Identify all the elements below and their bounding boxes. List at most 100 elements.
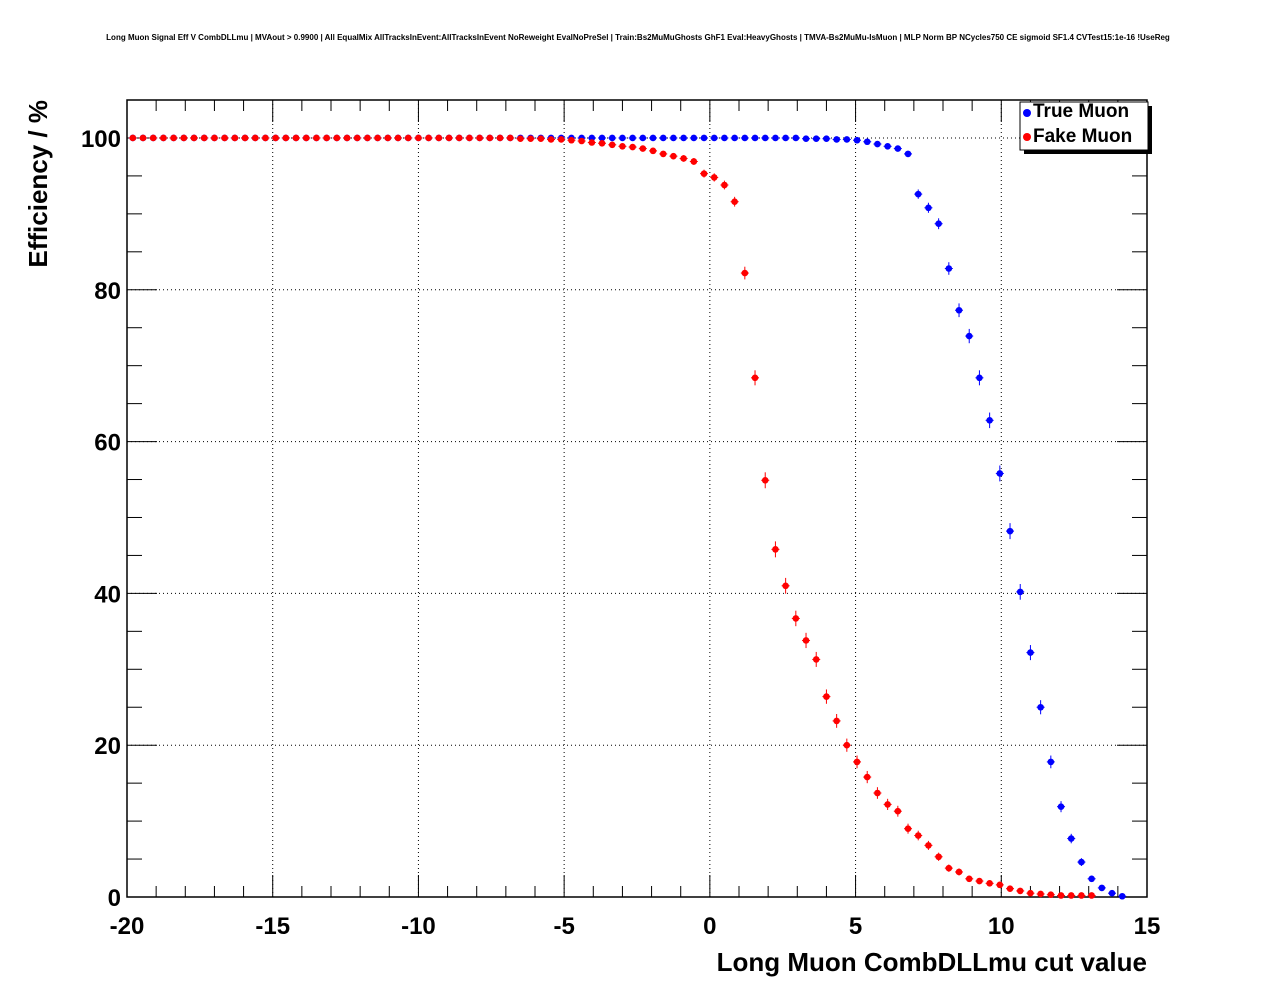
data-point — [629, 134, 636, 142]
data-point — [690, 158, 698, 165]
data-point — [353, 134, 361, 142]
data-point — [1078, 858, 1085, 866]
data-point — [680, 134, 687, 142]
data-point — [241, 134, 249, 142]
data-point — [1078, 892, 1085, 899]
data-point — [1067, 835, 1075, 842]
data-point — [812, 656, 820, 663]
x-tick-label: 5 — [849, 913, 862, 940]
series-fake-muon — [128, 134, 1096, 899]
data-point — [313, 134, 320, 142]
data-point — [731, 134, 738, 142]
data-point — [149, 134, 157, 142]
data-point — [619, 134, 626, 142]
y-tick-label: 100 — [81, 126, 121, 153]
data-point — [568, 136, 575, 144]
data-point — [802, 135, 810, 143]
data-point — [965, 332, 973, 340]
data-point — [670, 152, 677, 160]
data-point — [1037, 890, 1044, 898]
x-tick-label: -15 — [255, 913, 290, 940]
data-point — [282, 134, 290, 142]
data-point — [578, 137, 585, 145]
data-point — [506, 134, 514, 142]
data-point — [1016, 588, 1024, 596]
data-point — [1108, 889, 1116, 897]
data-point — [659, 134, 667, 142]
data-point — [965, 875, 973, 883]
data-point — [496, 134, 504, 142]
data-point — [986, 880, 993, 887]
data-point — [741, 134, 749, 142]
chart-title: Long Muon Signal Eff V CombDLLmu | MVAou… — [106, 33, 1170, 42]
data-point — [343, 134, 351, 142]
y-tick-label: 60 — [94, 430, 121, 457]
data-point — [1047, 891, 1055, 899]
data-point — [1057, 892, 1065, 899]
data-point — [649, 134, 657, 142]
data-point — [629, 143, 636, 151]
data-point — [812, 135, 820, 143]
data-point — [333, 134, 341, 142]
data-point — [690, 134, 698, 142]
data-point — [180, 134, 188, 142]
data-point — [751, 134, 759, 142]
legend-marker-true-muon — [1023, 109, 1031, 117]
data-point — [1037, 703, 1044, 711]
data-point — [721, 134, 728, 142]
data-point — [710, 134, 718, 142]
data-point — [190, 134, 198, 142]
data-point — [894, 807, 902, 815]
data-point — [323, 134, 330, 142]
x-tick-label: 10 — [988, 913, 1015, 940]
data-point — [894, 145, 902, 152]
axis-ticks — [126, 99, 1148, 898]
data-series — [128, 134, 1127, 900]
y-tick-label: 0 — [108, 885, 121, 912]
data-point — [945, 265, 953, 272]
data-point — [823, 135, 830, 143]
data-point — [557, 136, 565, 143]
legend-box — [1019, 101, 1149, 151]
data-point — [761, 476, 769, 484]
y-axis-title: Efficiency / % — [23, 100, 53, 268]
data-point — [639, 145, 647, 152]
data-point — [700, 134, 708, 142]
data-point — [945, 864, 953, 872]
data-point — [1098, 884, 1106, 892]
data-point — [292, 134, 300, 142]
data-point — [1006, 527, 1014, 535]
x-tick-label: 0 — [703, 913, 716, 940]
data-point — [884, 801, 891, 808]
x-tick-label: -10 — [401, 913, 436, 940]
data-point — [853, 136, 861, 144]
data-point — [710, 174, 718, 181]
data-point — [955, 868, 963, 876]
data-point — [598, 139, 606, 147]
data-point — [517, 135, 524, 143]
data-point — [435, 134, 443, 142]
data-point — [231, 134, 239, 142]
data-point — [1067, 892, 1075, 899]
data-point — [772, 546, 779, 553]
data-point — [608, 134, 616, 142]
data-point — [527, 135, 534, 143]
data-point — [1016, 887, 1024, 895]
data-point — [874, 789, 881, 797]
data-point — [1088, 875, 1095, 883]
legend-label-fake-muon: Fake Muon — [1033, 126, 1132, 147]
data-point — [823, 693, 830, 700]
data-point — [476, 134, 483, 142]
data-point — [1118, 892, 1126, 900]
data-point — [415, 134, 422, 142]
data-point — [884, 143, 891, 150]
data-point — [129, 134, 137, 142]
data-point — [221, 134, 228, 142]
data-point — [772, 134, 779, 142]
data-point — [904, 150, 912, 158]
data-point — [731, 198, 738, 206]
data-point — [598, 134, 606, 142]
data-point — [843, 741, 851, 749]
data-point — [863, 773, 871, 781]
